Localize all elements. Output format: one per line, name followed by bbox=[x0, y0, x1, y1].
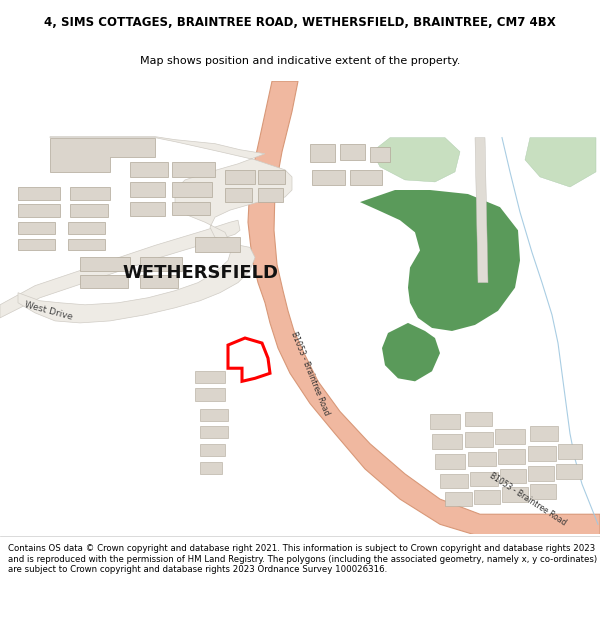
Polygon shape bbox=[258, 188, 283, 202]
Polygon shape bbox=[528, 446, 556, 461]
Polygon shape bbox=[530, 426, 558, 441]
Polygon shape bbox=[172, 182, 212, 197]
Polygon shape bbox=[530, 484, 556, 499]
Polygon shape bbox=[225, 170, 255, 184]
Polygon shape bbox=[350, 170, 382, 185]
Polygon shape bbox=[435, 454, 465, 469]
Polygon shape bbox=[382, 323, 440, 381]
Polygon shape bbox=[195, 238, 240, 252]
Polygon shape bbox=[172, 162, 215, 177]
Polygon shape bbox=[225, 188, 252, 202]
Polygon shape bbox=[195, 388, 225, 401]
Polygon shape bbox=[445, 492, 472, 506]
Polygon shape bbox=[50, 138, 155, 172]
Polygon shape bbox=[502, 487, 528, 502]
Polygon shape bbox=[200, 462, 222, 474]
Polygon shape bbox=[465, 411, 492, 426]
Polygon shape bbox=[70, 187, 110, 200]
Polygon shape bbox=[195, 371, 225, 383]
Polygon shape bbox=[495, 429, 525, 444]
Polygon shape bbox=[430, 414, 460, 429]
Polygon shape bbox=[18, 187, 60, 200]
Text: Contains OS data © Crown copyright and database right 2021. This information is : Contains OS data © Crown copyright and d… bbox=[8, 544, 597, 574]
Polygon shape bbox=[528, 466, 554, 481]
Polygon shape bbox=[258, 170, 285, 184]
Polygon shape bbox=[68, 239, 105, 251]
Polygon shape bbox=[558, 444, 582, 459]
Polygon shape bbox=[310, 144, 335, 162]
Polygon shape bbox=[140, 274, 178, 288]
Polygon shape bbox=[18, 137, 292, 323]
Polygon shape bbox=[80, 274, 128, 288]
Polygon shape bbox=[18, 204, 60, 217]
Polygon shape bbox=[68, 222, 105, 234]
Polygon shape bbox=[432, 434, 462, 449]
Polygon shape bbox=[0, 220, 240, 318]
Polygon shape bbox=[130, 162, 168, 177]
Polygon shape bbox=[360, 190, 520, 331]
Polygon shape bbox=[70, 204, 108, 217]
Polygon shape bbox=[18, 239, 55, 251]
Polygon shape bbox=[80, 258, 130, 271]
Polygon shape bbox=[525, 138, 596, 187]
Polygon shape bbox=[498, 449, 525, 464]
Polygon shape bbox=[130, 202, 165, 216]
Polygon shape bbox=[130, 182, 165, 197]
Polygon shape bbox=[248, 81, 600, 539]
Polygon shape bbox=[200, 426, 228, 438]
Polygon shape bbox=[200, 409, 228, 421]
Polygon shape bbox=[440, 474, 468, 488]
Polygon shape bbox=[475, 138, 488, 282]
Polygon shape bbox=[140, 258, 182, 271]
Polygon shape bbox=[312, 170, 345, 185]
Polygon shape bbox=[370, 147, 390, 162]
Polygon shape bbox=[500, 469, 526, 483]
Polygon shape bbox=[474, 490, 500, 504]
Polygon shape bbox=[340, 144, 365, 160]
Text: B1053 - Braintree Road: B1053 - Braintree Road bbox=[289, 330, 331, 416]
Text: 4, SIMS COTTAGES, BRAINTREE ROAD, WETHERSFIELD, BRAINTREE, CM7 4BX: 4, SIMS COTTAGES, BRAINTREE ROAD, WETHER… bbox=[44, 16, 556, 29]
Text: B1053 - Braintree Road: B1053 - Braintree Road bbox=[488, 471, 568, 528]
Text: WETHERSFIELD: WETHERSFIELD bbox=[122, 264, 278, 282]
Polygon shape bbox=[468, 452, 496, 466]
Polygon shape bbox=[172, 202, 210, 215]
Polygon shape bbox=[470, 472, 498, 486]
Polygon shape bbox=[200, 444, 225, 456]
Polygon shape bbox=[18, 222, 55, 234]
Text: Map shows position and indicative extent of the property.: Map shows position and indicative extent… bbox=[140, 56, 460, 66]
Polygon shape bbox=[372, 138, 460, 182]
Polygon shape bbox=[465, 432, 493, 447]
Text: West Drive: West Drive bbox=[23, 300, 73, 322]
Polygon shape bbox=[556, 464, 582, 479]
